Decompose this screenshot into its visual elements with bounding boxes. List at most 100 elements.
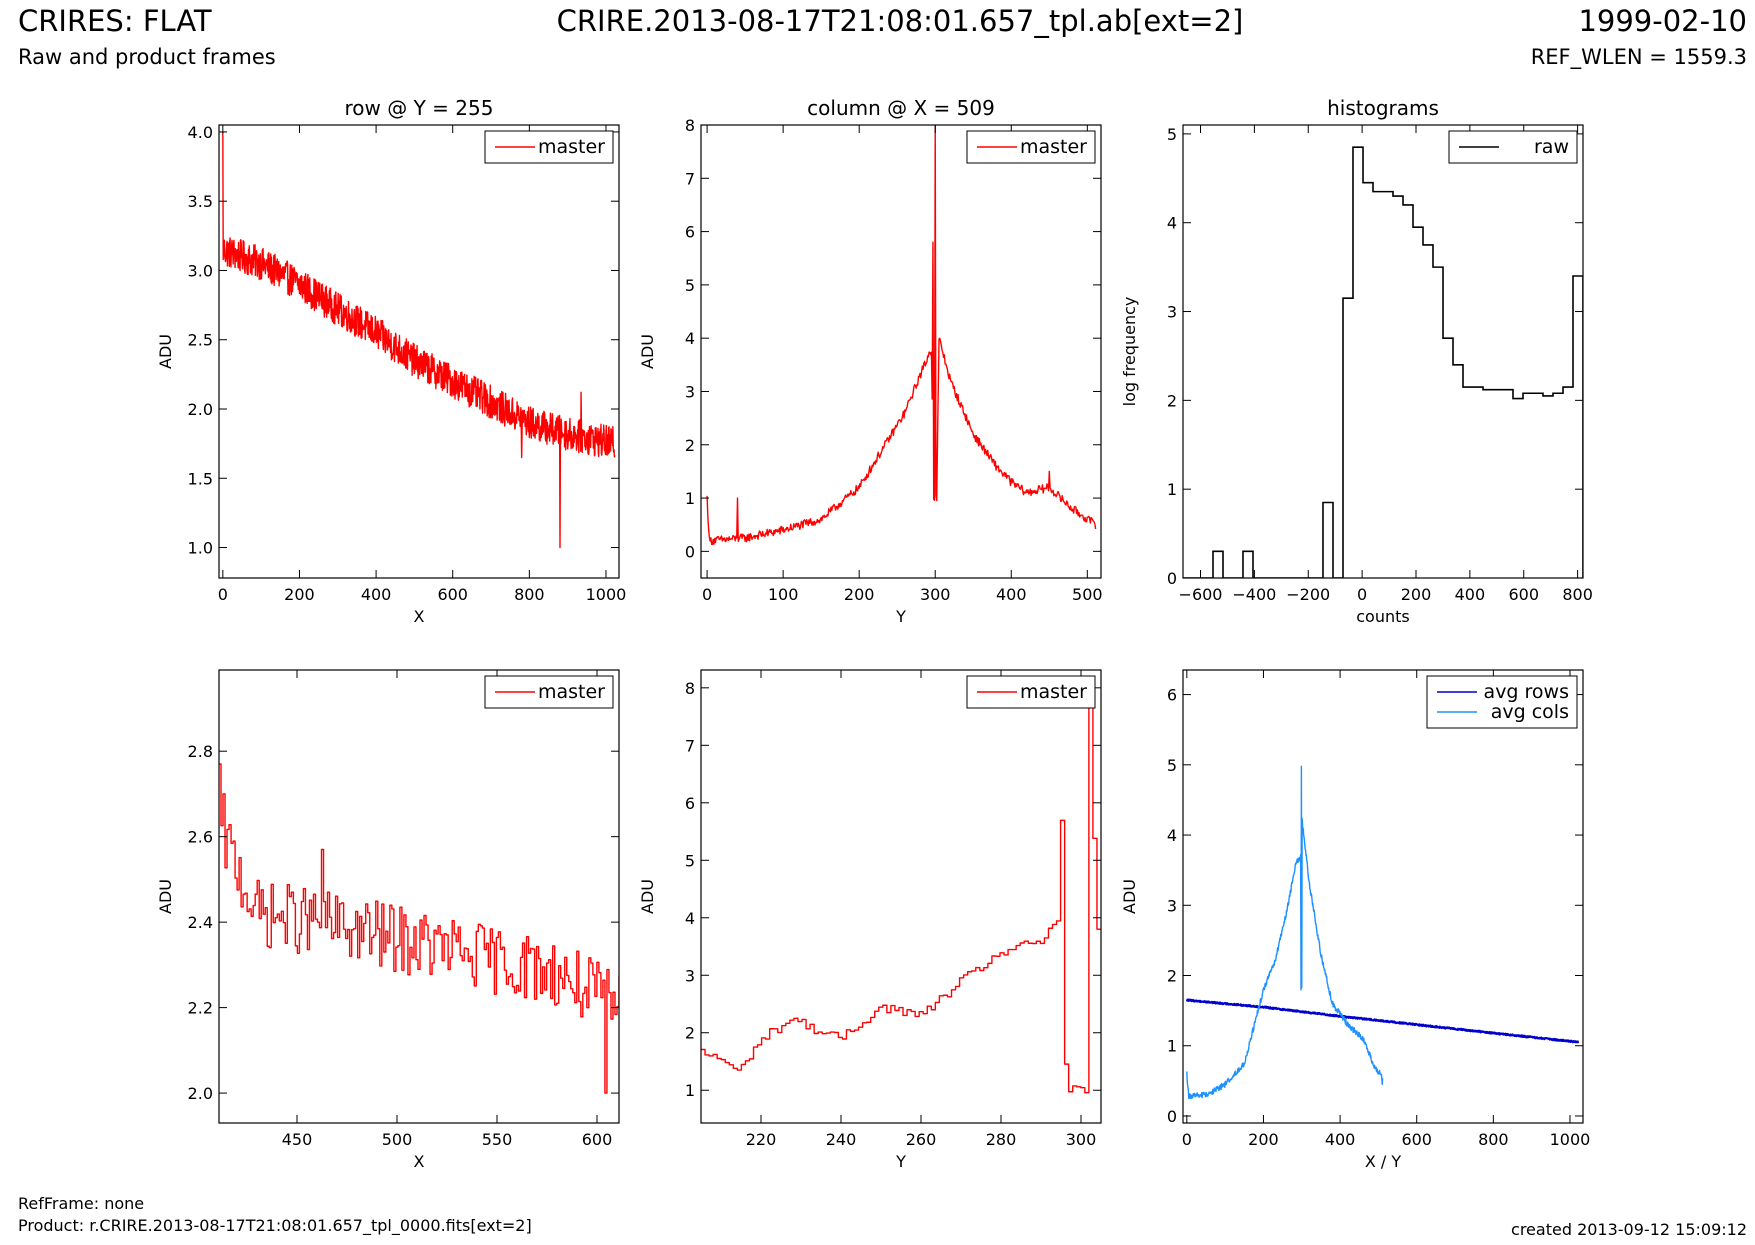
x-tick-label: −200 <box>1286 585 1330 604</box>
y-tick-label: 3.0 <box>188 261 213 280</box>
chart-panel-5: 220 240 260 280 300 1 2 3 4 5 6 7 8 Y ADU master <box>638 669 1102 1171</box>
x-tick-label: 220 <box>746 1130 777 1149</box>
y-tick-label: 8 <box>685 679 695 698</box>
x-tick-label: 0 <box>1182 1130 1192 1149</box>
y-tick-label: 4 <box>685 909 695 928</box>
x-tick-label: 0 <box>218 585 228 604</box>
plot-frame <box>700 669 1102 1124</box>
y-tick-label: 7 <box>685 736 695 755</box>
x-tick-label: 100 <box>768 585 799 604</box>
x-tick-label: 600 <box>1508 585 1539 604</box>
legend-label: master <box>538 681 605 703</box>
legend-label: master <box>538 136 605 158</box>
x-tick-label: 200 <box>844 585 875 604</box>
y-tick-label: 0 <box>685 542 695 561</box>
x-tick-label: 800 <box>514 585 545 604</box>
chart-title: column @ X = 509 <box>807 96 995 120</box>
x-axis-label: X / Y <box>1365 1152 1402 1171</box>
x-tick-label: 200 <box>1248 1130 1279 1149</box>
legend: master <box>484 130 614 164</box>
x-tick-label: 600 <box>582 1130 613 1149</box>
y-axis-label: log frequency <box>1120 297 1139 407</box>
legend: raw <box>1448 130 1578 164</box>
subtitle-right: REF_WLEN = 1559.3 <box>1530 45 1747 69</box>
subtitle-left: Raw and product frames <box>18 45 276 69</box>
y-tick-label: 0 <box>1167 569 1177 588</box>
series-line-avg-cols <box>1186 765 1384 1100</box>
plot-frame <box>218 124 620 579</box>
y-tick-label: 1 <box>1167 480 1177 499</box>
y-tick-label: 2.5 <box>188 331 213 350</box>
y-tick-label: 3 <box>685 966 695 985</box>
x-tick-label: 400 <box>996 585 1027 604</box>
x-axis-label: counts <box>1356 607 1409 626</box>
y-tick-label: 2 <box>1167 391 1177 410</box>
chart-panel-1: 0 200 400 600 800 1000 1.0 1.5 2.0 2.5 3.0 3.5 4.0 ro… <box>156 96 626 626</box>
legend-label: avg cols <box>1491 701 1569 723</box>
x-tick-label: 600 <box>437 585 468 604</box>
x-tick-label: 260 <box>906 1130 937 1149</box>
series-layer <box>1183 146 1583 578</box>
y-tick-label: 1.0 <box>188 539 213 558</box>
x-tick-label: −600 <box>1179 585 1223 604</box>
chart-title: row @ Y = 255 <box>345 96 494 120</box>
y-tick-label: 6 <box>685 794 695 813</box>
x-axis-label: X <box>414 607 425 626</box>
y-tick-label: 3 <box>1167 303 1177 322</box>
plot-area <box>219 125 619 578</box>
plot-frame <box>700 124 1102 579</box>
title-right: 1999-02-10 <box>1578 4 1747 38</box>
plot-area <box>701 670 1101 1123</box>
plot-frame <box>1182 669 1584 1124</box>
y-tick-label: 5 <box>1167 125 1177 144</box>
legend-label: master <box>1020 136 1087 158</box>
x-tick-label: 1000 <box>1550 1130 1591 1149</box>
series-line-master <box>222 131 616 549</box>
y-axis-label: ADU <box>638 879 657 914</box>
y-tick-label: 5 <box>1167 756 1177 775</box>
y-tick-label: 2.0 <box>188 400 213 419</box>
x-axis-label: Y <box>895 1152 906 1171</box>
x-tick-label: 0 <box>1357 585 1367 604</box>
chart-title: histograms <box>1327 96 1439 120</box>
chart-panel-4: 450 500 550 600 2.0 2.2 2.4 2.6 2.8 X ADU master <box>156 669 620 1171</box>
legend-box <box>1426 675 1578 729</box>
legend: master <box>966 130 1096 164</box>
series-layer <box>706 125 1097 546</box>
y-tick-label: 2 <box>685 436 695 455</box>
histogram-raw <box>1183 146 1583 578</box>
legend: master <box>966 675 1096 709</box>
plot-area <box>1183 125 1583 578</box>
y-tick-label: 3.5 <box>188 192 213 211</box>
y-tick-label: 5 <box>685 276 695 295</box>
x-tick-label: 1000 <box>586 585 627 604</box>
y-tick-label: 2.6 <box>188 828 213 847</box>
y-tick-label: 1 <box>685 1081 695 1100</box>
x-tick-label: 800 <box>1478 1130 1509 1149</box>
title-left: CRIRES: FLAT <box>18 4 212 38</box>
plot-area <box>1183 670 1583 1123</box>
series-layer <box>219 763 619 1094</box>
x-tick-label: 400 <box>1455 585 1486 604</box>
footer-created: created 2013-09-12 15:09:12 <box>1511 1220 1747 1239</box>
plot-frame <box>1182 124 1584 579</box>
y-tick-label: 3 <box>685 382 695 401</box>
y-axis-label: ADU <box>638 334 657 369</box>
y-tick-label: 1 <box>685 489 695 508</box>
series-line-master <box>706 125 1097 546</box>
x-tick-label: 600 <box>1401 1130 1432 1149</box>
title-center: CRIRE.2013-08-17T21:08:01.657_tpl.ab[ext… <box>556 4 1244 38</box>
x-tick-label: 550 <box>482 1130 513 1149</box>
legend-label: avg rows <box>1484 681 1569 703</box>
x-tick-label: 200 <box>1401 585 1432 604</box>
y-tick-label: 4 <box>1167 826 1177 845</box>
y-tick-label: 2.0 <box>188 1084 213 1103</box>
y-tick-label: 3 <box>1167 896 1177 915</box>
series-line-master <box>701 679 1101 1094</box>
legend-box <box>966 130 1096 164</box>
plot-area <box>219 670 619 1123</box>
y-tick-label: 2 <box>685 1024 695 1043</box>
y-tick-label: 6 <box>1167 686 1177 705</box>
